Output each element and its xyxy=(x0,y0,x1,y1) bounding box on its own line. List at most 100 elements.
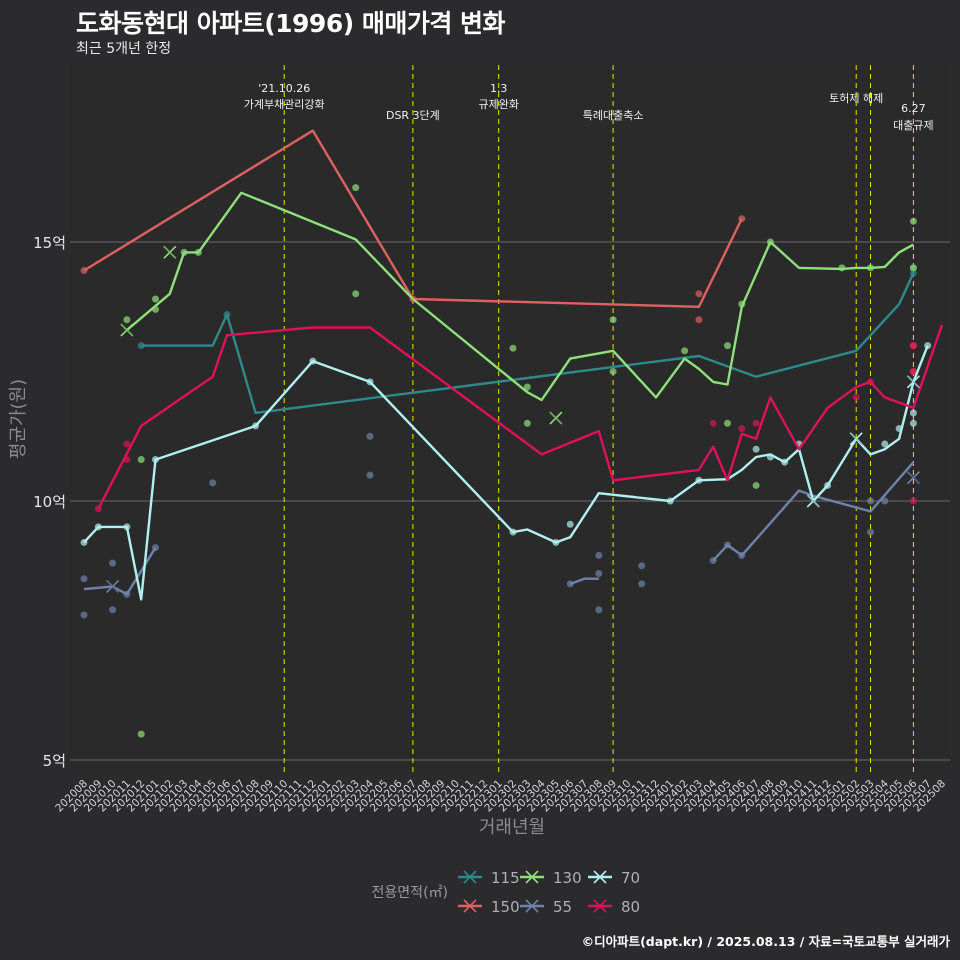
event-label: 6.27 xyxy=(901,102,926,115)
cross-markers-layer xyxy=(106,245,920,594)
series-line xyxy=(83,546,157,596)
data-point xyxy=(123,440,131,448)
y-tick-label: 5억 xyxy=(43,752,66,770)
data-point xyxy=(595,551,603,559)
event-label: '21.10.26 xyxy=(258,82,310,95)
event-label: 토허제 해제 xyxy=(829,91,883,105)
series-line xyxy=(569,577,599,586)
cross-marker xyxy=(163,245,177,259)
data-point xyxy=(909,409,917,417)
chart-subtitle: 최근 5개년 한정 xyxy=(76,41,172,57)
event-label: DSR 3단계 xyxy=(386,109,440,122)
legend-label: 80 xyxy=(621,898,640,916)
cross-marker xyxy=(549,411,563,425)
data-point xyxy=(724,342,731,350)
x-axis-label: 거래년월 xyxy=(479,817,545,838)
chart-title: 도화동현대 아파트(1996) 매매가격 변화 xyxy=(76,9,506,38)
series-line xyxy=(126,191,914,402)
data-point xyxy=(724,419,731,427)
data-point xyxy=(881,497,889,505)
cross-outline xyxy=(163,246,177,259)
legend-cross xyxy=(593,899,607,913)
data-point xyxy=(752,481,760,489)
cross-marker xyxy=(849,432,863,446)
cross-outline xyxy=(549,411,563,425)
data-point xyxy=(352,184,360,192)
grid-layer xyxy=(70,65,950,773)
data-point xyxy=(152,295,159,303)
y-tick-label: 10억 xyxy=(33,493,66,511)
legend-label: 115 xyxy=(491,869,520,887)
legend: 전용면적(㎡) 115 150 130 55 70 80 xyxy=(372,869,641,916)
points-layer xyxy=(80,184,932,738)
data-point xyxy=(752,419,760,427)
legend-label: 55 xyxy=(553,898,572,916)
data-point xyxy=(681,347,689,355)
data-point xyxy=(509,344,517,352)
data-point xyxy=(137,456,145,464)
data-point xyxy=(738,424,746,432)
data-point xyxy=(109,559,117,567)
data-point xyxy=(867,497,874,505)
legend-item: 130 xyxy=(520,869,582,887)
legend-cross xyxy=(525,899,539,913)
data-point xyxy=(752,445,760,453)
cross-outline xyxy=(849,432,863,446)
data-point xyxy=(366,471,374,479)
event-label: 대출규제 xyxy=(893,119,933,132)
data-point xyxy=(595,606,603,614)
data-point xyxy=(123,316,131,324)
data-point xyxy=(80,611,88,619)
event-label: 가계부채관리강화 xyxy=(244,98,325,111)
legend-cross xyxy=(463,899,477,913)
cross-marker xyxy=(906,375,920,389)
data-point xyxy=(638,562,646,570)
data-point xyxy=(609,316,617,324)
plot-panel xyxy=(70,65,950,773)
series-line xyxy=(712,461,915,562)
legend-item: 80 xyxy=(588,898,640,916)
legend-label: 130 xyxy=(553,869,582,887)
y-axis-label: 평균가(원) xyxy=(8,379,29,459)
legend-cross xyxy=(463,870,477,884)
data-point xyxy=(638,580,646,588)
data-point xyxy=(595,570,603,578)
legend-label: 70 xyxy=(621,869,640,887)
legend-item: 150 xyxy=(458,898,520,916)
legend-item: 70 xyxy=(588,869,640,887)
source-caption: ©디아파트(dapt.kr) / 2025.08.13 / 자료=국토교통부 실… xyxy=(581,934,950,949)
data-point xyxy=(909,342,917,350)
data-point xyxy=(881,440,889,448)
cross-marker xyxy=(806,494,820,508)
series-line xyxy=(97,324,944,510)
cross-outline xyxy=(807,494,820,508)
data-point xyxy=(609,368,617,375)
event-label: 1.3 xyxy=(490,82,508,95)
legend-item: 55 xyxy=(520,898,572,916)
data-point xyxy=(523,419,531,427)
data-point xyxy=(867,528,874,536)
data-point xyxy=(695,290,703,298)
legend-item: 115 xyxy=(458,869,520,887)
data-point xyxy=(80,575,88,583)
data-point xyxy=(909,217,917,225)
data-point xyxy=(566,520,574,528)
data-point xyxy=(109,606,117,614)
data-point xyxy=(709,419,717,427)
cross-marker xyxy=(106,579,120,594)
data-point xyxy=(137,730,145,738)
data-point xyxy=(209,479,217,487)
data-point xyxy=(909,368,917,375)
data-point xyxy=(523,383,531,391)
data-point xyxy=(909,497,917,505)
cross-marker xyxy=(906,471,920,485)
cross-outline xyxy=(907,471,920,484)
data-point xyxy=(909,264,917,272)
series-line xyxy=(141,272,915,415)
cross-outline xyxy=(106,580,119,593)
data-point xyxy=(352,290,360,298)
data-point xyxy=(366,432,374,440)
cross-outline xyxy=(120,323,134,337)
